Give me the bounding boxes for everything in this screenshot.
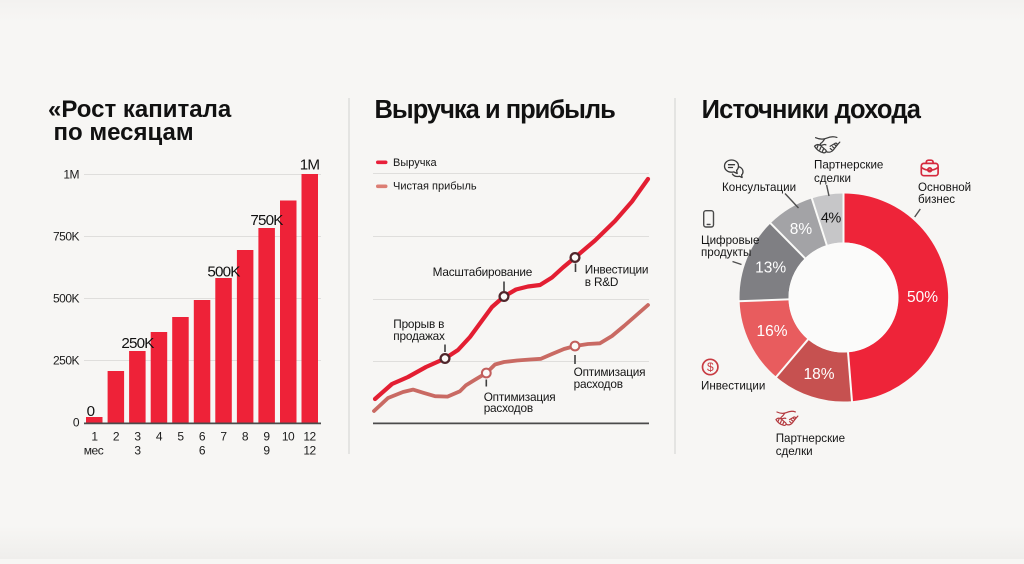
svg-text:0: 0 bbox=[73, 415, 80, 429]
svg-text:Чистая прибыль: Чистая прибыль bbox=[393, 181, 477, 193]
svg-text:13%: 13% bbox=[755, 260, 786, 277]
svg-text:по месяцам: по месяцам bbox=[54, 119, 194, 146]
svg-text:9: 9 bbox=[263, 443, 270, 457]
svg-text:1: 1 bbox=[91, 429, 98, 443]
svg-text:1M: 1M bbox=[300, 157, 320, 174]
svg-text:бизнес: бизнес bbox=[918, 193, 955, 206]
svg-text:2: 2 bbox=[113, 429, 120, 443]
svg-text:12: 12 bbox=[303, 429, 316, 443]
svg-text:4: 4 bbox=[156, 429, 163, 443]
svg-text:Оптимизация: Оптимизация bbox=[574, 365, 646, 379]
svg-text:Выручка: Выручка bbox=[393, 157, 438, 169]
svg-text:500K: 500K bbox=[53, 291, 80, 305]
svg-text:6: 6 bbox=[199, 429, 206, 443]
svg-text:продукты: продукты bbox=[701, 246, 751, 259]
svg-text:Консультации: Консультации bbox=[722, 181, 796, 194]
svg-text:18%: 18% bbox=[803, 366, 834, 383]
svg-text:Инвестиции: Инвестиции bbox=[701, 380, 765, 393]
svg-text:Партнерские: Партнерские bbox=[814, 159, 883, 172]
svg-text:Выручка и прибыль: Выручка и прибыль bbox=[375, 96, 616, 124]
svg-text:750K: 750K bbox=[250, 212, 283, 229]
svg-text:Масштабирование: Масштабирование bbox=[433, 265, 533, 279]
svg-text:сделки: сделки bbox=[776, 445, 813, 458]
svg-text:Цифровые: Цифровые bbox=[701, 234, 759, 247]
svg-text:250K: 250K bbox=[121, 335, 154, 352]
svg-text:8: 8 bbox=[242, 429, 249, 443]
svg-text:Основной: Основной bbox=[918, 181, 971, 194]
svg-text:250K: 250K bbox=[53, 353, 80, 367]
svg-text:сделки: сделки bbox=[814, 172, 851, 185]
svg-text:16%: 16% bbox=[756, 323, 787, 340]
svg-text:Инвестиции: Инвестиции bbox=[585, 263, 649, 277]
svg-text:$: $ bbox=[707, 360, 714, 374]
svg-text:расходов: расходов bbox=[484, 401, 533, 415]
svg-text:«Рост капитала: «Рост капитала bbox=[48, 96, 232, 123]
svg-text:500K: 500K bbox=[207, 264, 240, 281]
svg-text:50%: 50% bbox=[907, 289, 938, 306]
svg-text:расходов: расходов bbox=[574, 377, 623, 391]
svg-text:9: 9 bbox=[263, 429, 270, 443]
svg-text:7: 7 bbox=[220, 429, 227, 443]
svg-text:Партнерские: Партнерские bbox=[776, 432, 845, 445]
svg-text:6: 6 bbox=[199, 443, 206, 457]
svg-text:12: 12 bbox=[303, 443, 316, 457]
svg-text:750K: 750K bbox=[53, 229, 80, 243]
svg-text:5: 5 bbox=[177, 429, 184, 443]
svg-text:0: 0 bbox=[87, 403, 95, 420]
svg-text:мес: мес bbox=[84, 443, 104, 457]
svg-text:3: 3 bbox=[134, 429, 141, 443]
svg-text:Прорыв в: Прорыв в bbox=[393, 317, 444, 331]
svg-text:8%: 8% bbox=[790, 221, 813, 238]
svg-text:3: 3 bbox=[134, 443, 141, 457]
svg-text:продажах: продажах bbox=[393, 329, 445, 343]
svg-text:1M: 1M bbox=[63, 167, 79, 181]
svg-text:10: 10 bbox=[282, 429, 295, 443]
svg-text:Источники дохода: Источники дохода bbox=[702, 96, 922, 124]
svg-text:в R&D: в R&D bbox=[585, 275, 618, 289]
svg-text:Оптимизация: Оптимизация bbox=[484, 390, 556, 404]
svg-text:4%: 4% bbox=[821, 210, 842, 226]
